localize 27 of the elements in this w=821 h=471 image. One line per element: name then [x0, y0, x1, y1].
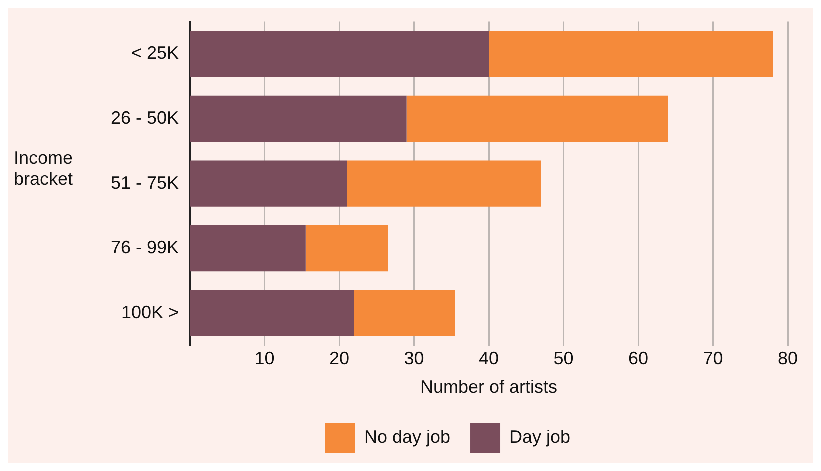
bar [347, 160, 542, 207]
y-tick-label: 76 - 99K [111, 238, 180, 258]
y-axis-title: Income bracket [14, 148, 74, 190]
bar [354, 290, 456, 336]
bar [190, 96, 407, 142]
bar [306, 226, 388, 272]
y-tick-label: 26 - 50K [111, 108, 180, 128]
x-tick-label: 80 [778, 348, 798, 369]
bar [489, 31, 774, 78]
x-axis-title: Number of artists [420, 377, 558, 398]
bar [406, 96, 668, 142]
y-tick-label: < 25K [132, 43, 180, 64]
legend-label: Day job [510, 426, 571, 447]
y-tick-label: 100K > [121, 302, 180, 322]
x-tick-label: 70 [703, 348, 724, 369]
x-tick-label: 50 [554, 348, 574, 369]
x-tick-label: 20 [330, 348, 350, 369]
x-tick-label: 30 [404, 348, 424, 369]
x-tick-label: 60 [628, 348, 649, 369]
x-tick-label: 10 [254, 348, 275, 369]
x-tick-label: 40 [479, 348, 500, 369]
bar [190, 31, 490, 78]
legend-label: No day job [364, 426, 451, 447]
bar [190, 160, 348, 207]
y-tick-label: 51 - 75K [111, 172, 180, 193]
bar [190, 290, 354, 336]
bar [190, 226, 306, 272]
